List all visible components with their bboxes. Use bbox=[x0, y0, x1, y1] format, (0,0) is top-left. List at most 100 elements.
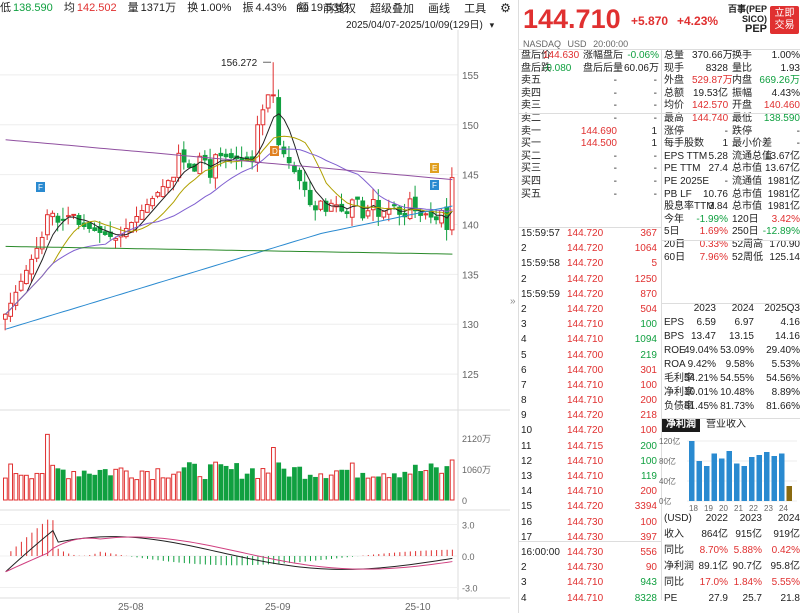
fund-label: EPS bbox=[664, 317, 685, 328]
market-name: NASDAQ bbox=[523, 39, 562, 49]
candle-body bbox=[134, 216, 140, 223]
section-divider bbox=[519, 541, 661, 542]
fin-table-label: 净利润 bbox=[664, 561, 694, 572]
tab-revenue[interactable]: 营业收入 bbox=[706, 419, 746, 430]
volume-bar bbox=[344, 469, 350, 501]
section-divider bbox=[662, 113, 800, 114]
fund-label: 净利率 bbox=[664, 387, 694, 398]
stat-value: 7.96% bbox=[699, 251, 728, 263]
low-value: 138.590 bbox=[13, 2, 53, 14]
price-change: +5.870 bbox=[631, 14, 669, 28]
settings-gear-icon[interactable]: ⚙ bbox=[500, 1, 511, 15]
volume-bar bbox=[381, 473, 387, 501]
tick-row: 5 144.700 219 bbox=[519, 350, 661, 365]
tick-price: 144.720 bbox=[567, 243, 604, 255]
tab-net-profit[interactable]: 净利润 bbox=[662, 418, 700, 432]
tick-time: 16:00:00 bbox=[521, 546, 560, 558]
tick-price: 144.710 bbox=[567, 319, 604, 331]
volume-bar bbox=[281, 468, 287, 501]
kline-chart-panel[interactable]: 155 150 145 140 135 130 125 156.272 F D E F 2120万 106… bbox=[0, 0, 511, 613]
tick-time: 5 bbox=[521, 349, 527, 361]
ask-label: 卖四 bbox=[521, 87, 541, 99]
draw-line-button[interactable]: 画线 bbox=[428, 3, 451, 15]
volume-bar bbox=[118, 467, 124, 501]
ma5-line bbox=[5, 113, 453, 315]
stat-row: 5日 1.69% 250日 -12.89% bbox=[662, 226, 800, 239]
candle-body bbox=[171, 176, 176, 182]
fund-row: 净利率 10.01% 10.48% 8.89% bbox=[662, 387, 800, 401]
price-tick-label: 130 bbox=[462, 320, 479, 331]
ask-label: 卖二 bbox=[521, 112, 541, 124]
candle-body bbox=[50, 212, 56, 218]
tick-time: 11 bbox=[521, 440, 532, 452]
ask-price: - bbox=[613, 112, 617, 124]
tools-button[interactable]: 工具 bbox=[464, 3, 487, 15]
volume-bar bbox=[265, 472, 271, 501]
tick-time: 3 bbox=[521, 319, 527, 331]
volume-bar bbox=[45, 433, 50, 501]
stat-label2: 流通值 bbox=[732, 175, 762, 187]
candle-body bbox=[339, 203, 345, 212]
tick-row: 14 144.710 200 bbox=[519, 486, 661, 501]
date-range-selector[interactable]: 2025/04/07-2025/10/09(129日) ▾ bbox=[346, 18, 494, 33]
candle-body bbox=[29, 258, 35, 275]
fund-value: 81.73% bbox=[720, 401, 754, 412]
quote-stats: 总量 370.66万 换手 1.00% 现手 8328 量比 1.93 外盘 529.87万 内盘 6… bbox=[662, 50, 800, 264]
tick-row: 3 144.710 100 bbox=[519, 319, 661, 334]
last-price: 144.710 bbox=[523, 4, 621, 34]
tick-volume: 8328 bbox=[634, 592, 657, 604]
bid-row: 买四 - - bbox=[519, 176, 661, 189]
chart-toolbar: F9 前复权 超级叠加 画线 工具 ⚙ bbox=[296, 0, 511, 16]
stat-value: 8328 bbox=[705, 62, 728, 74]
price-tick-label: 140 bbox=[462, 220, 479, 231]
tick-price: 144.710 bbox=[567, 486, 604, 498]
volume-bar bbox=[129, 477, 134, 501]
fin-table-value: 1.84% bbox=[733, 577, 762, 588]
stat-label2: 总市值 bbox=[732, 163, 762, 175]
chevron-down-icon[interactable]: ▾ bbox=[489, 20, 495, 30]
daily-info-bar: 低 138.590 均 142.502 量 1371万 换 1.00% 振 4.43% 额… bbox=[0, 0, 510, 16]
volume-bar bbox=[213, 461, 218, 501]
tick-volume: 219 bbox=[640, 349, 657, 361]
candle-body bbox=[13, 291, 19, 306]
candle-body bbox=[323, 200, 329, 212]
fin-table-row: 同比 17.0% 1.84% 5.55% bbox=[662, 577, 800, 593]
fin-table-value: 17.0% bbox=[699, 577, 728, 588]
tick-row: 2 144.720 1064 bbox=[519, 243, 661, 258]
tick-row: 16 144.730 100 bbox=[519, 517, 661, 532]
tick-row: 12 144.710 100 bbox=[519, 456, 661, 471]
volume-bar bbox=[449, 459, 455, 501]
volume-bar bbox=[192, 463, 197, 501]
stat-label: PE TTM bbox=[664, 163, 701, 175]
tick-time: 15:59:58 bbox=[521, 258, 560, 270]
volume-bar bbox=[229, 469, 234, 501]
kline-chart-svg[interactable]: 155150145140135130125156.272FDEF2120万106… bbox=[0, 0, 510, 613]
fin-table-value: 95.8亿 bbox=[770, 561, 800, 572]
stat-label2: 52周低 bbox=[732, 251, 764, 263]
ask-row: 卖二 - - bbox=[519, 113, 661, 126]
f9-button[interactable]: F9 bbox=[296, 3, 309, 15]
candle-body bbox=[239, 157, 245, 161]
tick-volume: 200 bbox=[640, 486, 657, 498]
fin-bar bbox=[704, 466, 710, 501]
collapse-panel-handle[interactable]: » bbox=[510, 296, 516, 307]
ask-label: 卖五 bbox=[521, 75, 541, 87]
volume-bar bbox=[113, 468, 119, 501]
volume-bar bbox=[29, 478, 35, 501]
volume-bar bbox=[81, 470, 87, 501]
candle-body bbox=[229, 153, 234, 159]
tick-volume: 943 bbox=[640, 577, 657, 589]
fund-row: 毛利率 54.21% 54.55% 54.56% bbox=[662, 373, 800, 387]
quote-panel: 144.710 +5.870 +4.23% 百事(PEP SICO) PEP 立… bbox=[518, 0, 800, 613]
trade-now-button[interactable]: 立即 交易 bbox=[770, 6, 799, 34]
fin-x-tick: 23 bbox=[764, 504, 773, 513]
fin-table-year: 2024 bbox=[777, 513, 800, 524]
volume-bar bbox=[123, 470, 129, 501]
overlay-button[interactable]: 超级叠加 bbox=[369, 3, 414, 15]
price-tick-label: 145 bbox=[462, 171, 479, 182]
adjust-button[interactable]: 前复权 bbox=[322, 3, 356, 15]
fin-table-year: 2022 bbox=[705, 513, 728, 524]
tick-time: 4 bbox=[521, 334, 527, 346]
fin-table-value: 89.1亿 bbox=[698, 561, 728, 572]
finance-bar-chart: 120亿 80亿 40亿 0亿 18 19 20 21 22 23 24 bbox=[659, 436, 797, 513]
